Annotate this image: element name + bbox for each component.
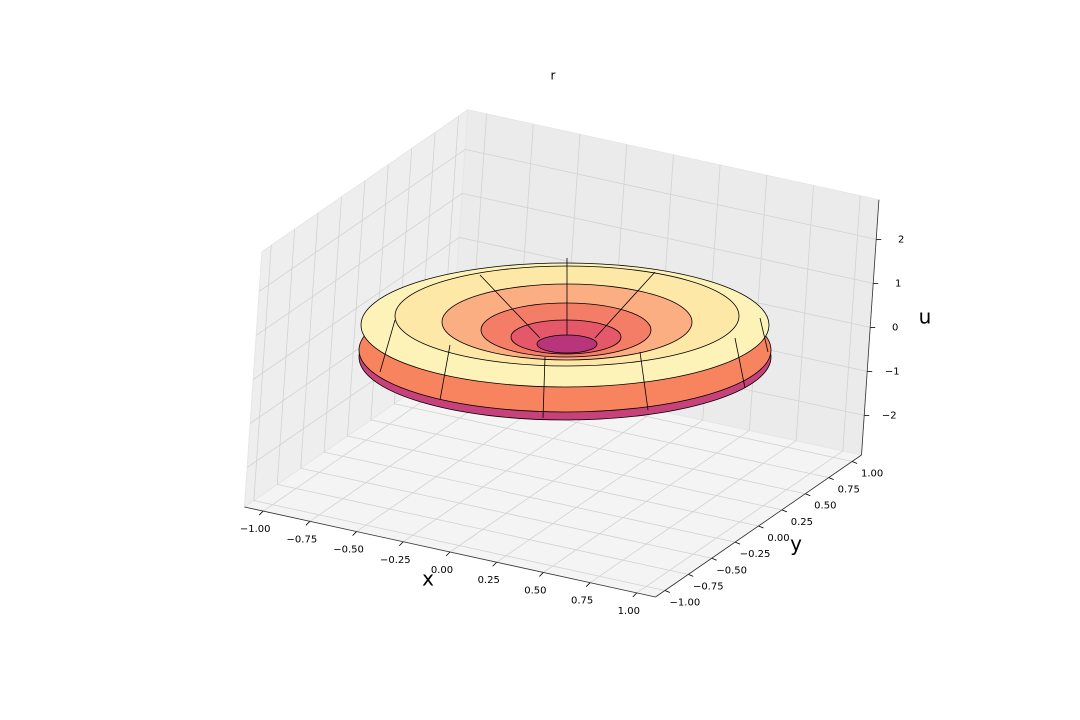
surface (358, 258, 772, 421)
tick-mark (781, 509, 788, 513)
grid-line (255, 193, 463, 336)
tick-mark (851, 461, 858, 464)
x-tick-label: −0.25 (380, 555, 411, 566)
grid-line (465, 149, 877, 240)
tick-mark (734, 541, 741, 545)
x-tick-label: −0.75 (287, 534, 318, 545)
z-axis-label: u (919, 305, 932, 329)
y-tick-label: 0.25 (791, 517, 813, 528)
axis-line (244, 506, 656, 598)
z-tick-label: −2 (882, 410, 897, 421)
y-tick-label: −1.00 (670, 598, 701, 609)
grid-line (252, 237, 460, 380)
grid-line (347, 435, 759, 527)
x-tick-label: −0.50 (333, 545, 364, 556)
tick-mark (258, 510, 264, 516)
x-tick-label: 0.75 (571, 596, 593, 607)
x-tick-label: 1.00 (618, 606, 640, 617)
tick-mark (305, 521, 311, 526)
y-tick-label: 0.00 (767, 533, 789, 544)
x-axis-label: x (422, 567, 434, 591)
surface-mesh (379, 258, 769, 419)
z-tick-label: 0 (892, 322, 898, 333)
grid-line (462, 193, 874, 284)
tick-mark (711, 557, 717, 561)
x-tick-label: 0.00 (431, 565, 453, 576)
grid-line (253, 500, 665, 591)
y-axis-label: y (790, 532, 802, 556)
z-tick-label: −1 (885, 366, 900, 377)
grid-line (277, 484, 689, 575)
x-tick-label: 0.50 (524, 585, 546, 596)
grid-line (258, 149, 466, 292)
tick-mark (805, 493, 811, 497)
grid-line (370, 419, 782, 511)
y-tick-label: −0.50 (716, 565, 747, 576)
tick-mark (632, 592, 638, 598)
grid-line (394, 403, 806, 495)
tick-mark (399, 541, 404, 547)
axis-line (861, 199, 880, 456)
z-tick-label: 2 (898, 234, 904, 245)
tick-mark (445, 551, 451, 557)
y-tick-label: 1.00 (861, 468, 883, 479)
tick-mark (828, 477, 834, 480)
grid-line (324, 451, 736, 543)
y-tick-label: 0.50 (814, 501, 836, 512)
tick-mark (585, 582, 591, 587)
y-tick-label: 0.75 (838, 485, 860, 496)
tick-mark (758, 525, 764, 529)
y-tick-label: −0.25 (740, 549, 771, 560)
tick-mark (664, 590, 671, 593)
surface-core (536, 334, 598, 354)
tick-mark (492, 561, 497, 567)
y-tick-label: −0.75 (693, 581, 724, 592)
grid-line (300, 467, 712, 559)
tick-mark (688, 574, 694, 577)
tick-mark (352, 531, 357, 536)
tick-mark (539, 572, 544, 577)
z-tick-label: 1 (895, 278, 901, 289)
x-tick-label: −1.00 (240, 524, 271, 535)
chart-title: r (551, 69, 556, 83)
x-tick-label: 0.25 (478, 575, 500, 586)
axis-line (655, 454, 862, 598)
